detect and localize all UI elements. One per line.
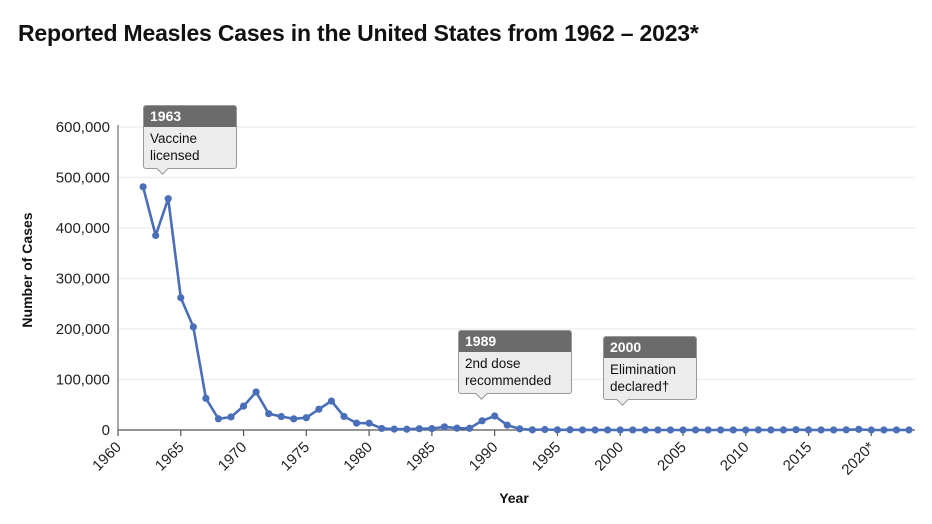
data-point: [453, 424, 461, 432]
annotation-text: Vaccine licensed: [150, 131, 200, 163]
data-point: [666, 426, 675, 434]
data-point: [855, 425, 863, 433]
data-points: [139, 183, 913, 434]
x-tick-label: 1965: [152, 439, 188, 475]
y-tick-label: 300,000: [56, 271, 110, 288]
data-point: [491, 412, 499, 420]
y-tick-label: 100,000: [56, 372, 110, 389]
x-tick-label: 1985: [403, 439, 439, 475]
x-tick-label: 2020*: [838, 439, 878, 479]
data-point: [177, 294, 185, 302]
annotation-text: 2nd dose recommended: [465, 356, 552, 388]
data-point: [478, 417, 486, 425]
data-point: [578, 426, 587, 434]
data-point: [503, 421, 511, 429]
y-axis-title: Number of Cases: [19, 212, 35, 327]
data-point: [654, 426, 662, 434]
data-point: [403, 425, 411, 433]
data-point: [315, 405, 323, 413]
annotation-text: Elimination declared†: [610, 362, 677, 394]
data-point: [465, 424, 474, 432]
chart-title: Reported Measles Cases in the United Sta…: [18, 20, 699, 46]
data-point: [164, 195, 172, 203]
data-point: [566, 426, 574, 434]
data-point: [553, 426, 562, 434]
data-point: [541, 425, 549, 434]
data-point: [616, 426, 624, 434]
data-point: [428, 424, 436, 433]
y-tick-label: 0: [102, 422, 110, 439]
x-tick-label: 2000: [591, 439, 627, 475]
data-point: [792, 426, 800, 434]
data-point: [729, 426, 737, 434]
x-tick-label: 2010: [717, 439, 753, 475]
data-point: [817, 426, 825, 434]
y-axis-ticks: 0 100,000 200,000 300,000 400,000 500,000 600,…: [56, 119, 110, 439]
data-point: [528, 426, 536, 434]
data-point: [717, 426, 725, 434]
data-point: [641, 426, 649, 434]
data-point: [252, 388, 260, 396]
data-point: [415, 425, 423, 433]
data-point: [742, 426, 750, 434]
data-point: [867, 426, 875, 434]
data-point: [390, 425, 398, 433]
data-point: [352, 419, 361, 427]
data-point: [767, 426, 775, 434]
data-point: [629, 426, 637, 434]
data-point: [892, 426, 901, 434]
x-tick-label: 1970: [215, 439, 251, 475]
x-tick-label: 1990: [466, 439, 502, 475]
data-point: [139, 183, 147, 191]
x-tick-label: 1960: [89, 439, 125, 475]
x-tick-label: 2005: [654, 439, 690, 475]
data-point: [779, 426, 788, 434]
data-point: [754, 426, 762, 434]
data-point: [378, 424, 386, 433]
data-point: [227, 413, 235, 421]
x-axis-ticks: 1960 1965 1970 1975 1980 1985 1990 1995 2000 2005…: [89, 430, 878, 479]
x-tick-label: 1975: [278, 439, 314, 475]
data-point: [691, 426, 700, 434]
data-point: [804, 426, 813, 434]
data-point: [679, 426, 687, 434]
annotation-year: 2000: [604, 337, 696, 358]
data-point: [302, 414, 310, 422]
data-point: [604, 426, 612, 434]
annotation-callout: 1989 2nd dose recommended: [458, 330, 572, 400]
data-point: [202, 394, 210, 402]
data-point: [189, 323, 197, 331]
data-point: [277, 412, 285, 421]
annotation-callout: 1963 Vaccine licensed: [143, 105, 237, 175]
gridlines: [118, 126, 915, 381]
x-tick-label: 1980: [340, 439, 376, 475]
data-point: [265, 410, 273, 418]
data-point: [365, 419, 373, 427]
annotation-year: 1963: [144, 106, 236, 127]
data-point: [340, 412, 348, 421]
data-point: [905, 426, 913, 434]
data-point: [842, 426, 850, 434]
data-point: [290, 415, 298, 423]
data-point: [591, 426, 599, 434]
y-tick-label: 200,000: [56, 321, 110, 338]
data-point: [704, 426, 712, 434]
data-point: [516, 425, 524, 433]
x-tick-label: 2015: [780, 439, 816, 475]
y-tick-label: 400,000: [56, 220, 110, 237]
data-point: [440, 423, 449, 431]
annotation-callout: 2000 Elimination declared†: [603, 336, 697, 406]
data-point: [239, 402, 248, 410]
data-point: [880, 426, 888, 434]
data-point: [327, 397, 336, 405]
data-point: [214, 415, 223, 423]
data-point: [152, 231, 160, 240]
y-tick-label: 500,000: [56, 170, 110, 187]
x-tick-label: 1995: [529, 439, 565, 475]
annotation-year: 1989: [459, 331, 571, 352]
data-point: [830, 426, 838, 434]
y-tick-label: 600,000: [56, 119, 110, 136]
x-axis-title: Year: [499, 490, 529, 506]
